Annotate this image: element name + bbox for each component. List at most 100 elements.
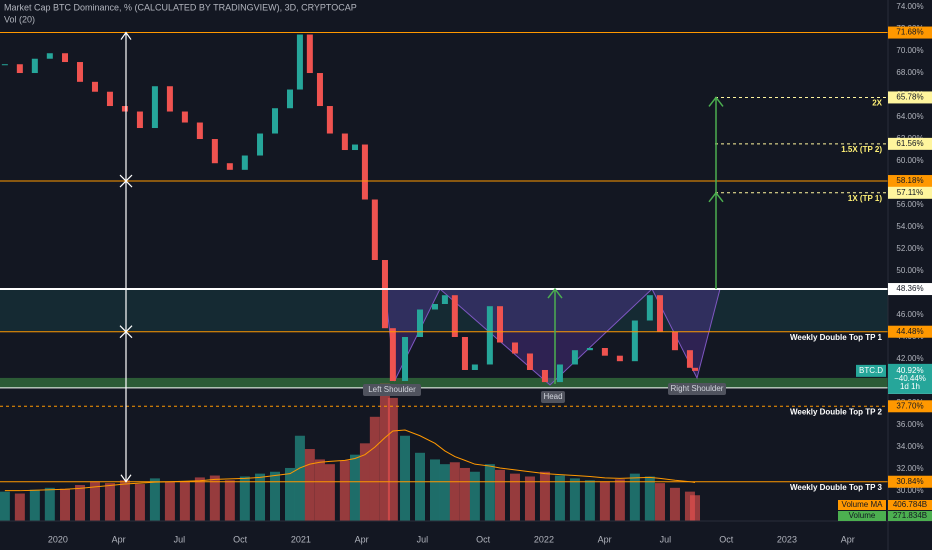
candle <box>181 111 188 123</box>
volume-bar <box>387 397 398 521</box>
volume-bar <box>324 464 335 521</box>
candle <box>371 199 378 261</box>
candle <box>431 303 438 310</box>
candle <box>616 355 623 362</box>
candle <box>526 353 533 370</box>
y-tick-label: 52.00% <box>896 244 923 253</box>
level-note: 2X <box>872 99 882 108</box>
candle <box>166 86 173 112</box>
pattern-label-box <box>363 384 421 396</box>
candle <box>306 34 313 74</box>
volume-bar <box>484 464 495 521</box>
candle <box>76 62 83 82</box>
volume-bar <box>400 435 411 521</box>
arrow-head <box>120 474 132 483</box>
volume-name: Volume <box>849 511 876 520</box>
y-tick-label: 46.00% <box>896 310 923 319</box>
candle <box>272 108 279 134</box>
x-tick-label: Apr <box>112 534 126 544</box>
volume-bar <box>29 489 40 521</box>
y-tick-label: 42.00% <box>896 354 923 363</box>
volume-value-box <box>888 500 932 510</box>
volume-bar <box>294 435 305 521</box>
y-tick-label: 54.00% <box>896 222 923 231</box>
y-tick-label: 74.00% <box>896 2 923 11</box>
level-label-box <box>888 325 932 338</box>
candle <box>241 155 248 170</box>
candle <box>316 73 323 107</box>
level-label-box <box>888 175 932 188</box>
candle <box>106 91 113 107</box>
volume-bar <box>164 482 175 521</box>
candle <box>389 328 396 381</box>
x-tick-label: 2022 <box>534 534 554 544</box>
level-note: Weekly Double Top TP 3 <box>790 483 883 492</box>
candle <box>692 367 699 371</box>
candle <box>136 111 143 129</box>
volume-bar <box>494 469 505 521</box>
volume-bar <box>134 484 145 521</box>
y-tick-label: 56.00% <box>896 200 923 209</box>
level-label-box <box>888 137 932 150</box>
candle <box>31 58 38 74</box>
level-label: 57.11% <box>897 188 924 197</box>
volume-bar <box>684 491 695 521</box>
candle <box>686 350 693 368</box>
volume-name-box <box>838 511 886 521</box>
volume-bar <box>459 467 470 521</box>
volume-bar <box>449 462 460 521</box>
candle <box>16 64 23 74</box>
candle <box>601 347 608 356</box>
support-zone <box>0 377 888 388</box>
cross-mark <box>119 325 133 339</box>
candle <box>586 347 593 351</box>
x-tick-label: Jul <box>174 534 186 544</box>
y-tick-label: 30.00% <box>896 486 923 495</box>
x-tick-label: 2023 <box>777 534 797 544</box>
y-tick-label: 32.00% <box>896 464 923 473</box>
volume-value-box <box>888 511 932 521</box>
volume-name: Volume MA <box>842 500 884 509</box>
y-tick-label: 60.00% <box>896 156 923 165</box>
volume-bar <box>14 493 25 521</box>
volume-bar <box>270 471 281 521</box>
level-note: 1X (TP 1) <box>848 194 882 203</box>
volume-bar <box>255 473 266 521</box>
x-tick-label: Apr <box>355 534 369 544</box>
pattern-label-box <box>668 383 726 395</box>
volume-bar <box>415 452 426 521</box>
volume-bar <box>60 488 71 521</box>
candle <box>1 64 8 66</box>
volume-bar <box>44 487 55 521</box>
volume-bar <box>194 477 205 521</box>
pattern-label: Left Shoulder <box>368 385 416 394</box>
volume-bar <box>644 476 655 521</box>
arrow-head <box>708 96 724 107</box>
y-tick-label: 64.00% <box>896 112 923 121</box>
volume-bar <box>339 460 350 521</box>
candle <box>541 369 548 383</box>
volume-bar <box>539 471 550 521</box>
volume-bar <box>74 485 85 521</box>
pattern-label: Right Shoulder <box>671 384 724 393</box>
candle <box>326 106 333 134</box>
volume-bar <box>104 483 115 521</box>
volume-bar <box>429 459 440 521</box>
level-label-box <box>888 283 932 296</box>
y-tick-label: 36.00% <box>896 420 923 429</box>
volume-bar <box>179 481 190 521</box>
chart-title: Market Cap BTC Dominance, % (CALCULATED … <box>4 2 357 12</box>
time-axis <box>0 521 932 550</box>
volume-bar <box>314 459 325 521</box>
candle <box>646 295 653 321</box>
arrow-head <box>120 31 132 40</box>
candle <box>402 336 409 381</box>
volume-bar <box>524 476 535 521</box>
countdown: 1d 1h <box>900 382 920 391</box>
candle <box>226 163 233 170</box>
volume-bar <box>349 454 360 521</box>
level-note: Weekly Double Top TP 2 <box>790 407 883 416</box>
